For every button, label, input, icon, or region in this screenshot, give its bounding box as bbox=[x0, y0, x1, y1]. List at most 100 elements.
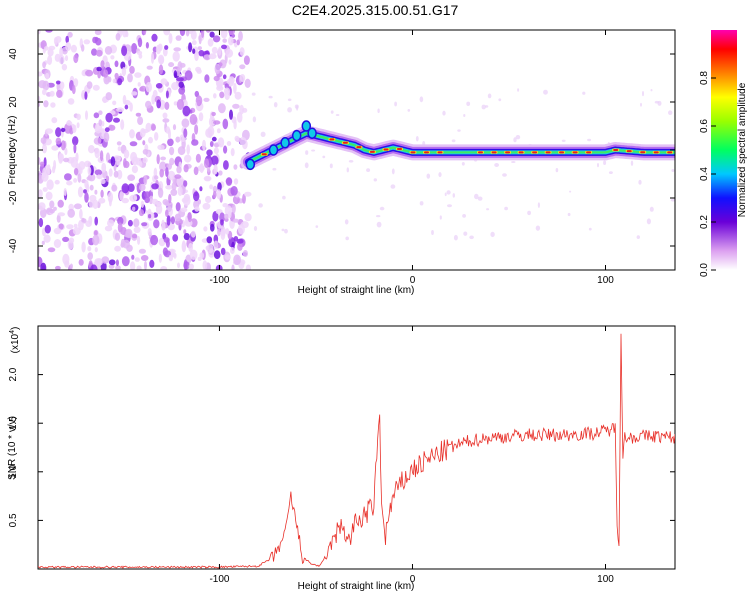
noise-blob bbox=[253, 226, 258, 231]
noise-blob bbox=[68, 237, 75, 244]
noise-blob bbox=[233, 164, 238, 170]
noise-blob bbox=[220, 219, 224, 226]
noise-blob bbox=[117, 146, 122, 151]
noise-blob bbox=[110, 156, 116, 167]
noise-blob bbox=[125, 31, 129, 38]
noise-blob bbox=[148, 136, 153, 144]
noise-blob bbox=[213, 164, 218, 175]
noise-blob bbox=[104, 46, 113, 55]
noise-blob bbox=[212, 211, 219, 222]
noise-blob bbox=[165, 185, 174, 190]
noise-blob bbox=[94, 36, 99, 42]
noise-blob bbox=[469, 235, 474, 240]
noise-blob bbox=[162, 199, 169, 205]
noise-blob bbox=[137, 82, 141, 87]
noise-blob bbox=[180, 207, 188, 213]
noise-blob bbox=[159, 168, 164, 178]
noise-blob bbox=[138, 209, 145, 217]
noise-blob bbox=[121, 45, 128, 57]
noise-blob bbox=[144, 196, 150, 204]
noise-blob bbox=[50, 102, 56, 108]
noise-blob bbox=[112, 78, 117, 84]
noise-blob bbox=[105, 175, 110, 182]
noise-blob bbox=[173, 101, 178, 106]
noise-blob bbox=[567, 212, 571, 217]
track-peak-mark bbox=[397, 148, 402, 150]
noise-blob bbox=[198, 112, 204, 122]
noise-blob bbox=[204, 176, 211, 181]
snr-ylabel: SNR (10 * v/v) bbox=[7, 416, 18, 480]
noise-blob bbox=[124, 104, 129, 110]
noise-blob bbox=[142, 157, 148, 164]
noise-blob bbox=[156, 201, 162, 206]
noise-blob bbox=[98, 119, 103, 127]
noise-blob bbox=[191, 139, 199, 146]
noise-blob bbox=[53, 239, 62, 248]
noise-blob bbox=[108, 264, 115, 269]
noise-blob bbox=[43, 100, 49, 108]
noise-blob bbox=[81, 44, 85, 52]
noise-blob bbox=[205, 128, 213, 138]
noise-blob bbox=[169, 157, 175, 166]
track-blob bbox=[268, 144, 279, 156]
colorbar-tick-label: 0.0 bbox=[699, 263, 710, 277]
noise-blob bbox=[244, 78, 251, 89]
noise-blob bbox=[188, 42, 193, 53]
noise-blob bbox=[38, 202, 46, 211]
noise-blob bbox=[198, 50, 205, 57]
noise-blob bbox=[64, 173, 72, 181]
noise-blob bbox=[85, 110, 88, 120]
noise-blob bbox=[123, 149, 130, 159]
noise-blob bbox=[243, 55, 250, 65]
track-peak-mark bbox=[613, 149, 619, 151]
noise-blob bbox=[587, 138, 592, 142]
noise-blob bbox=[157, 187, 164, 198]
noise-blob bbox=[231, 264, 235, 270]
noise-blob bbox=[205, 245, 210, 251]
noise-blob bbox=[188, 242, 194, 252]
noise-blob bbox=[457, 129, 461, 132]
noise-blob bbox=[78, 219, 84, 231]
track-blob bbox=[280, 137, 290, 149]
noise-blob bbox=[176, 166, 182, 174]
noise-blob bbox=[287, 98, 292, 102]
noise-blob bbox=[294, 104, 299, 109]
noise-blob bbox=[188, 263, 194, 270]
noise-blob bbox=[481, 104, 486, 110]
noise-blob bbox=[87, 166, 92, 176]
noise-blob bbox=[251, 92, 256, 96]
noise-blob bbox=[99, 150, 104, 162]
noise-blob bbox=[237, 224, 245, 235]
noise-blob bbox=[182, 195, 191, 206]
noise-blob bbox=[305, 150, 309, 155]
noise-blob bbox=[452, 193, 455, 198]
snr-ytick-label: 1.5 bbox=[8, 416, 19, 430]
noise-blob bbox=[64, 55, 69, 62]
noise-blob bbox=[141, 222, 148, 227]
noise-blob bbox=[49, 209, 55, 214]
noise-blob bbox=[222, 38, 227, 43]
noise-blob bbox=[76, 113, 81, 121]
noise-blob bbox=[156, 99, 162, 109]
noise-blob bbox=[232, 103, 240, 109]
noise-blob bbox=[511, 161, 516, 163]
noise-blob bbox=[175, 35, 182, 41]
noise-blob bbox=[218, 170, 223, 176]
noise-blob bbox=[67, 31, 73, 38]
noise-blob bbox=[234, 135, 240, 142]
noise-blob bbox=[175, 202, 181, 212]
noise-blob bbox=[165, 209, 169, 217]
noise-blob bbox=[103, 132, 110, 143]
noise-blob bbox=[211, 136, 217, 142]
noise-blob bbox=[208, 248, 215, 258]
noise-blob bbox=[282, 195, 286, 200]
noise-blob bbox=[462, 214, 466, 218]
noise-blob bbox=[70, 156, 78, 168]
noise-blob bbox=[134, 72, 142, 78]
noise-blob bbox=[390, 184, 396, 189]
track-peak-mark bbox=[545, 151, 551, 154]
noise-blob bbox=[142, 148, 149, 155]
noise-blob bbox=[45, 191, 53, 201]
noise-blob bbox=[208, 53, 217, 60]
